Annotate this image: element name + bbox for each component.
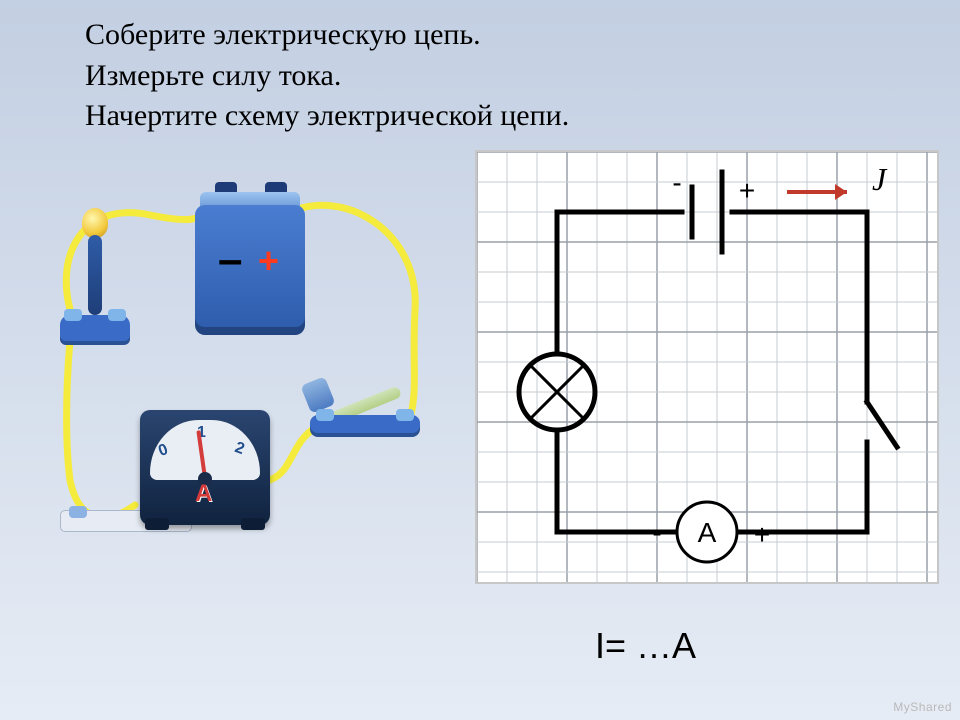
battery-body: [195, 205, 305, 335]
instructions: Соберите электрическую цепь. Измерьте си…: [85, 15, 569, 137]
battery-plus-label: +: [739, 175, 755, 206]
watermark: MyShared: [893, 700, 952, 714]
instruction-line: Соберите электрическую цепь.: [85, 15, 569, 56]
physical-circuit-illustration: – + 0 1 2 А: [20, 180, 450, 550]
lamp-bulb: [82, 208, 108, 238]
switch-symbol: [867, 402, 897, 447]
switch-base: [310, 415, 420, 437]
battery-minus-label: -: [672, 167, 681, 198]
battery-minus-sign: –: [218, 235, 242, 285]
circuit-wires: [557, 212, 867, 532]
ammeter-foot: [145, 518, 169, 530]
current-direction-label: J: [872, 161, 888, 197]
instruction-line: Начертите схему электрической цепи.: [85, 96, 569, 137]
current-arrow-head: [835, 184, 847, 200]
ammeter-letter: А: [195, 480, 212, 508]
schematic-svg: А - + - + J: [477, 152, 937, 582]
instruction-line: Измерьте силу тока.: [85, 56, 569, 97]
lamp-base: [60, 315, 130, 345]
ammeter-foot: [241, 518, 265, 530]
ammeter-plus-label: +: [754, 519, 770, 550]
circuit-schematic: А - + - + J: [475, 150, 939, 584]
ammeter: 0 1 2 А: [135, 380, 275, 530]
lamp-stem: [88, 235, 102, 315]
ammeter-symbol-label: А: [698, 517, 717, 548]
battery-plus-sign: +: [258, 240, 279, 282]
formula-text: I= …А: [595, 625, 696, 667]
ammeter-minus-label: -: [652, 517, 661, 548]
